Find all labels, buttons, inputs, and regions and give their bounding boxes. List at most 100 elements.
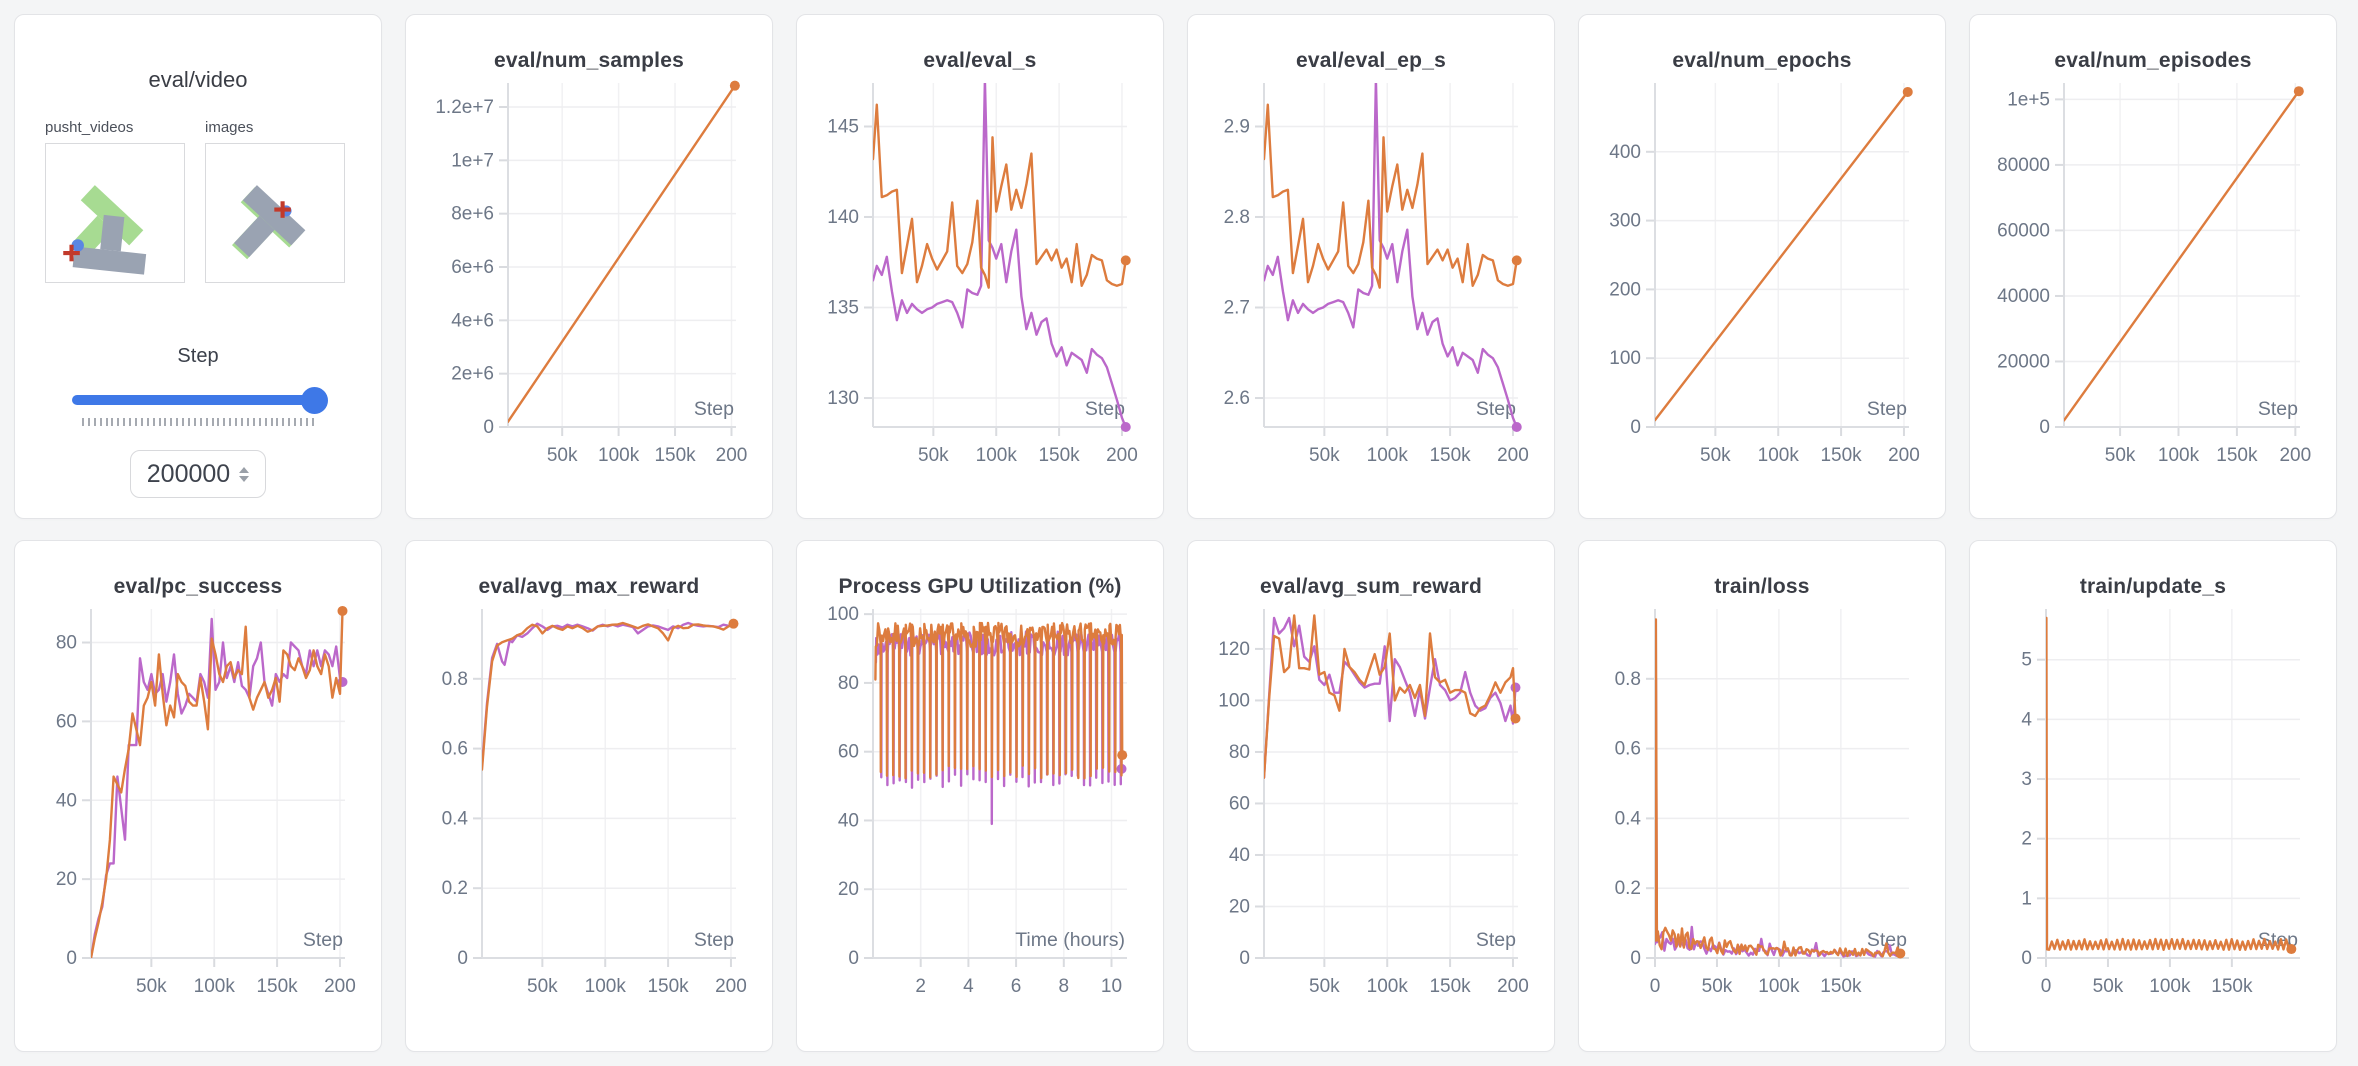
- step-slider-label: Step: [177, 345, 219, 367]
- svg-text:0: 0: [2039, 417, 2050, 438]
- panel-eval-num-samples: eval/num_samples 50k 100k 150k 200 0 2e+6 4e+6…: [405, 14, 773, 519]
- chart-eval-num-samples[interactable]: 50k 100k 150k 200 0 2e+6 4e+6 6e+6 8e+6 1e+7 1.2e+…: [406, 75, 772, 495]
- chart-title: train/loss: [1714, 575, 1810, 598]
- panel-eval-num-episodes: eval/num_episodes 50k 100k 150k 200 0 20000 40…: [1969, 14, 2337, 519]
- svg-text:60000: 60000: [1997, 220, 2050, 241]
- svg-text:0: 0: [1630, 417, 1641, 438]
- svg-text:150k: 150k: [2216, 445, 2258, 466]
- svg-text:100k: 100k: [598, 445, 640, 466]
- slider-track[interactable]: [72, 395, 324, 405]
- svg-text:6: 6: [1011, 976, 1022, 997]
- svg-text:1e+5: 1e+5: [2007, 89, 2050, 110]
- svg-text:80: 80: [56, 633, 77, 654]
- svg-text:80: 80: [838, 673, 859, 694]
- target-cross-icon: [274, 201, 291, 218]
- svg-text:50k: 50k: [547, 445, 578, 466]
- chart-title: train/update_s: [2079, 575, 2227, 598]
- slider-thumb[interactable]: [301, 387, 328, 414]
- chart-eval-pc-success[interactable]: 50k 100k 150k 200 0 20 40 60 80 Step: [15, 601, 381, 1026]
- svg-text:150k: 150k: [647, 976, 689, 997]
- svg-text:40000: 40000: [1997, 286, 2050, 307]
- svg-text:2.8: 2.8: [1224, 207, 1250, 228]
- chart-eval-eval-ep-s[interactable]: 50k 100k 150k 200 2.6 2.7 2.8 2.9 Step: [1188, 75, 1554, 495]
- target-cross-icon: [63, 244, 80, 262]
- svg-text:50k: 50k: [136, 976, 167, 997]
- svg-text:120: 120: [1218, 639, 1250, 660]
- svg-text:0: 0: [1650, 976, 1661, 997]
- svg-text:100k: 100k: [585, 976, 627, 997]
- svg-text:20: 20: [1229, 896, 1250, 917]
- stepper-up-icon[interactable]: [239, 466, 250, 473]
- step-slider[interactable]: [72, 386, 328, 414]
- svg-text:4: 4: [2021, 709, 2032, 730]
- svg-text:Step: Step: [1867, 398, 1907, 420]
- svg-text:0.8: 0.8: [442, 669, 468, 690]
- svg-text:20: 20: [56, 869, 77, 890]
- svg-text:200: 200: [1106, 445, 1138, 466]
- svg-text:2e+6: 2e+6: [451, 364, 494, 385]
- tee-gray-block: [234, 185, 306, 258]
- chart-eval-num-episodes[interactable]: 50k 100k 150k 200 0 20000 40000 60000 80000 1e+5 S…: [1970, 75, 2336, 495]
- svg-text:200: 200: [324, 976, 356, 997]
- thumbnail-pusht-videos[interactable]: pusht_videos: [45, 119, 185, 283]
- svg-text:0.8: 0.8: [1615, 669, 1641, 690]
- svg-text:50k: 50k: [527, 976, 558, 997]
- stepper-down-icon[interactable]: [239, 475, 250, 482]
- svg-text:0.4: 0.4: [442, 808, 469, 829]
- images-render: [231, 185, 306, 260]
- svg-text:Step: Step: [1085, 398, 1125, 420]
- chart-title: eval/num_epochs: [1672, 49, 1852, 72]
- panel-train-loss: train/loss 0 50k 100k 150k 0 0.2 0.4 0.6 0.8 Step: [1578, 540, 1946, 1052]
- chart-eval-num-epochs[interactable]: 50k 100k 150k 200 0 100 200 300 400 Step: [1579, 75, 1945, 495]
- thumbnail-images[interactable]: images: [205, 119, 345, 283]
- pusht-video-render: [63, 185, 147, 275]
- svg-text:100k: 100k: [1758, 976, 1800, 997]
- svg-text:150k: 150k: [1038, 445, 1080, 466]
- svg-text:0.4: 0.4: [1615, 808, 1642, 829]
- svg-text:6e+6: 6e+6: [451, 257, 494, 278]
- svg-text:10: 10: [1101, 976, 1122, 997]
- panel-eval-num-epochs: eval/num_epochs 50k 100k 150k 200 0 100 200 300…: [1578, 14, 1946, 519]
- svg-text:150k: 150k: [2211, 976, 2253, 997]
- chart-title: eval/eval_ep_s: [1296, 49, 1446, 72]
- step-value-input[interactable]: 200000: [130, 450, 266, 498]
- svg-text:2.9: 2.9: [1224, 116, 1250, 137]
- svg-text:40: 40: [56, 790, 77, 811]
- chart-eval-eval-s[interactable]: 50k 100k 150k 200 130 135 140 145 Step: [797, 75, 1163, 495]
- svg-text:Step: Step: [694, 929, 734, 951]
- svg-text:4e+6: 4e+6: [451, 310, 494, 331]
- svg-text:Step: Step: [2258, 398, 2298, 420]
- svg-text:200: 200: [1888, 445, 1920, 466]
- agent-dot: [71, 239, 84, 252]
- svg-text:100k: 100k: [2158, 445, 2200, 466]
- svg-text:Step: Step: [1476, 398, 1516, 420]
- chart-title: eval/avg_max_reward: [478, 575, 700, 598]
- chart-eval-avg-sum-reward[interactable]: 50k 100k 150k 200 0 20 40 60 80 100 120 Step: [1188, 601, 1554, 1026]
- svg-text:0: 0: [2041, 976, 2052, 997]
- svg-text:4: 4: [963, 976, 974, 997]
- pusht-video-frame[interactable]: [45, 143, 185, 283]
- svg-text:20000: 20000: [1997, 351, 2050, 372]
- images-frame[interactable]: [205, 143, 345, 283]
- thumbnail-label: pusht_videos: [45, 119, 134, 136]
- svg-text:150k: 150k: [1820, 976, 1862, 997]
- svg-text:50k: 50k: [1309, 445, 1340, 466]
- chart-title: eval/num_episodes: [2054, 49, 2252, 72]
- svg-text:5: 5: [2021, 650, 2032, 671]
- svg-text:2: 2: [2021, 829, 2032, 850]
- svg-text:8e+6: 8e+6: [451, 204, 494, 225]
- panel-eval-pc-success: eval/pc_success 50k 100k 150k 200 0 20 40 60 80 S…: [14, 540, 382, 1052]
- panel-eval-avg-max-reward: eval/avg_max_reward 50k 100k 150k 200 0 0.2 0.…: [405, 540, 773, 1052]
- svg-text:0.2: 0.2: [1615, 878, 1641, 899]
- svg-text:100k: 100k: [1367, 976, 1409, 997]
- chart-eval-avg-max-reward[interactable]: 50k 100k 150k 200 0 0.2 0.4 0.6 0.8 Step: [406, 601, 772, 1026]
- svg-text:Step: Step: [1476, 929, 1516, 951]
- chart-train-loss[interactable]: 0 50k 100k 150k 0 0.2 0.4 0.6 0.8 Step: [1579, 601, 1945, 1026]
- svg-text:300: 300: [1609, 211, 1641, 232]
- svg-text:Step: Step: [1867, 929, 1907, 951]
- svg-text:150k: 150k: [256, 976, 298, 997]
- svg-text:100: 100: [827, 604, 859, 625]
